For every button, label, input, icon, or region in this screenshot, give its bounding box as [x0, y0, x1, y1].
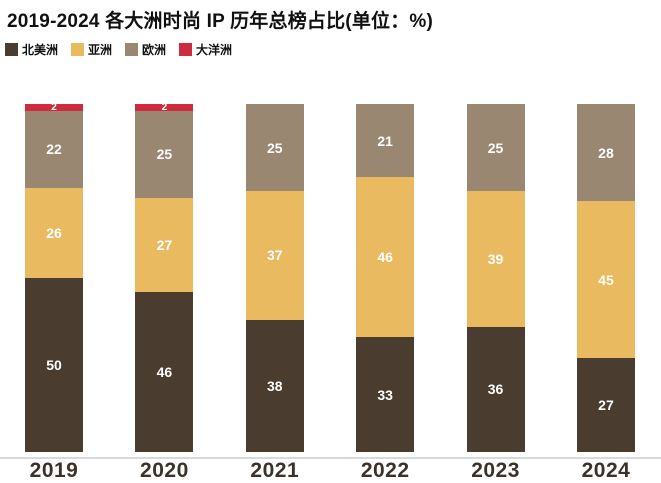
legend-label: 欧洲 [142, 43, 167, 57]
segment-亚洲-2019: 26 [25, 187, 83, 278]
bar-column-2022: 21 46 33 2022 [356, 104, 415, 483]
stacked-bar-2023: 25 39 36 [466, 104, 525, 452]
legend-swatch-icon [71, 43, 85, 56]
segment-北美洲-2024: 27 [576, 358, 635, 452]
value-label: 33 [377, 386, 393, 403]
value-label: 36 [487, 381, 504, 398]
value-label: 45 [598, 271, 614, 288]
segment-大洋洲-2019: 2 [25, 102, 83, 114]
value-label: 21 [377, 132, 393, 149]
stacked-bar-2024: 28 45 27 [576, 104, 635, 452]
legend-label: 北美洲 [22, 43, 59, 57]
segment-亚洲-2024: 45 [576, 201, 635, 359]
legend-label: 亚洲 [88, 43, 113, 57]
segment-欧洲-2023: 25 [466, 104, 525, 192]
legend-item-大洋洲: 大洋洲 [179, 41, 232, 58]
stacked-bar-2021: 25 37 38 [245, 104, 304, 452]
value-label: 2 [51, 102, 57, 114]
value-label: 38 [266, 377, 283, 394]
bar-column-2019: 2 22 26 50 2019 [25, 102, 83, 483]
legend-item-欧洲: 欧洲 [125, 41, 166, 58]
legend-item-北美洲: 北美洲 [5, 41, 58, 58]
segment-亚洲-2020: 27 [135, 197, 194, 292]
stacked-bar-2022: 21 46 33 [356, 104, 415, 452]
x-axis-label-2021: 2021 [250, 459, 300, 482]
value-label: 27 [598, 397, 614, 414]
segment-北美洲-2020: 46 [135, 291, 194, 452]
x-axis-label-2022: 2022 [360, 459, 410, 482]
value-label: 22 [46, 141, 62, 158]
legend: 北美洲 亚洲 欧洲 大洋洲 [5, 41, 232, 58]
segment-北美洲-2021: 38 [245, 319, 304, 452]
bar-column-2020: 2 25 27 46 2020 [135, 102, 194, 483]
value-label: 46 [377, 249, 393, 266]
x-axis-label-2024: 2024 [581, 459, 631, 482]
segment-欧洲-2022: 21 [356, 104, 415, 178]
segment-大洋洲-2020: 2 [135, 102, 194, 113]
segment-欧洲-2019: 22 [25, 110, 83, 188]
x-axis-label-2020: 2020 [140, 459, 189, 482]
stacked-bar-2019: 2 22 26 50 [25, 102, 83, 452]
segment-亚洲-2023: 39 [466, 191, 525, 327]
segment-北美洲-2022: 33 [356, 337, 415, 452]
value-label: 37 [266, 247, 283, 264]
bars: 2 22 26 50 2019 2 25 27 46 2020 25 37 38 2021 21 46 33 20… [0, 102, 661, 483]
value-label: 28 [598, 144, 614, 161]
legend-swatch-icon [179, 43, 193, 56]
segment-欧洲-2020: 25 [135, 110, 194, 198]
legend-swatch-icon [125, 43, 139, 56]
segment-北美洲-2019: 50 [25, 278, 83, 452]
value-label: 25 [487, 139, 504, 156]
legend-item-亚洲: 亚洲 [71, 41, 112, 58]
value-label: 50 [46, 357, 62, 373]
segment-亚洲-2021: 37 [245, 191, 304, 320]
value-label: 2 [161, 102, 168, 113]
x-axis-baseline [0, 457, 661, 459]
value-label: 39 [487, 250, 504, 267]
legend-swatch-icon [5, 43, 18, 56]
value-label: 46 [156, 363, 173, 380]
value-label: 25 [266, 139, 283, 156]
x-axis-label-2019: 2019 [29, 459, 79, 482]
chart-area: 2 22 26 50 2019 2 25 27 46 2020 25 37 38 2021 21 46 33 20… [0, 102, 661, 483]
bar-column-2024: 28 45 27 2024 [576, 104, 635, 483]
segment-亚洲-2022: 46 [356, 177, 415, 338]
segment-欧洲-2024: 28 [576, 104, 635, 202]
stacked-bar-2020: 2 25 27 46 [135, 102, 194, 452]
bar-column-2023: 25 39 36 2023 [466, 104, 525, 483]
bar-column-2021: 25 37 38 2021 [245, 104, 304, 483]
chart-title: 2019-2024 各大洲时尚 IP 历年总榜占比(单位：%) [7, 11, 434, 32]
value-label: 27 [156, 236, 173, 253]
segment-北美洲-2023: 36 [466, 326, 525, 452]
segment-欧洲-2021: 25 [245, 104, 304, 192]
value-label: 26 [46, 224, 62, 241]
x-axis-label-2023: 2023 [471, 459, 520, 482]
legend-label: 大洋洲 [196, 43, 233, 57]
value-label: 25 [156, 146, 173, 163]
